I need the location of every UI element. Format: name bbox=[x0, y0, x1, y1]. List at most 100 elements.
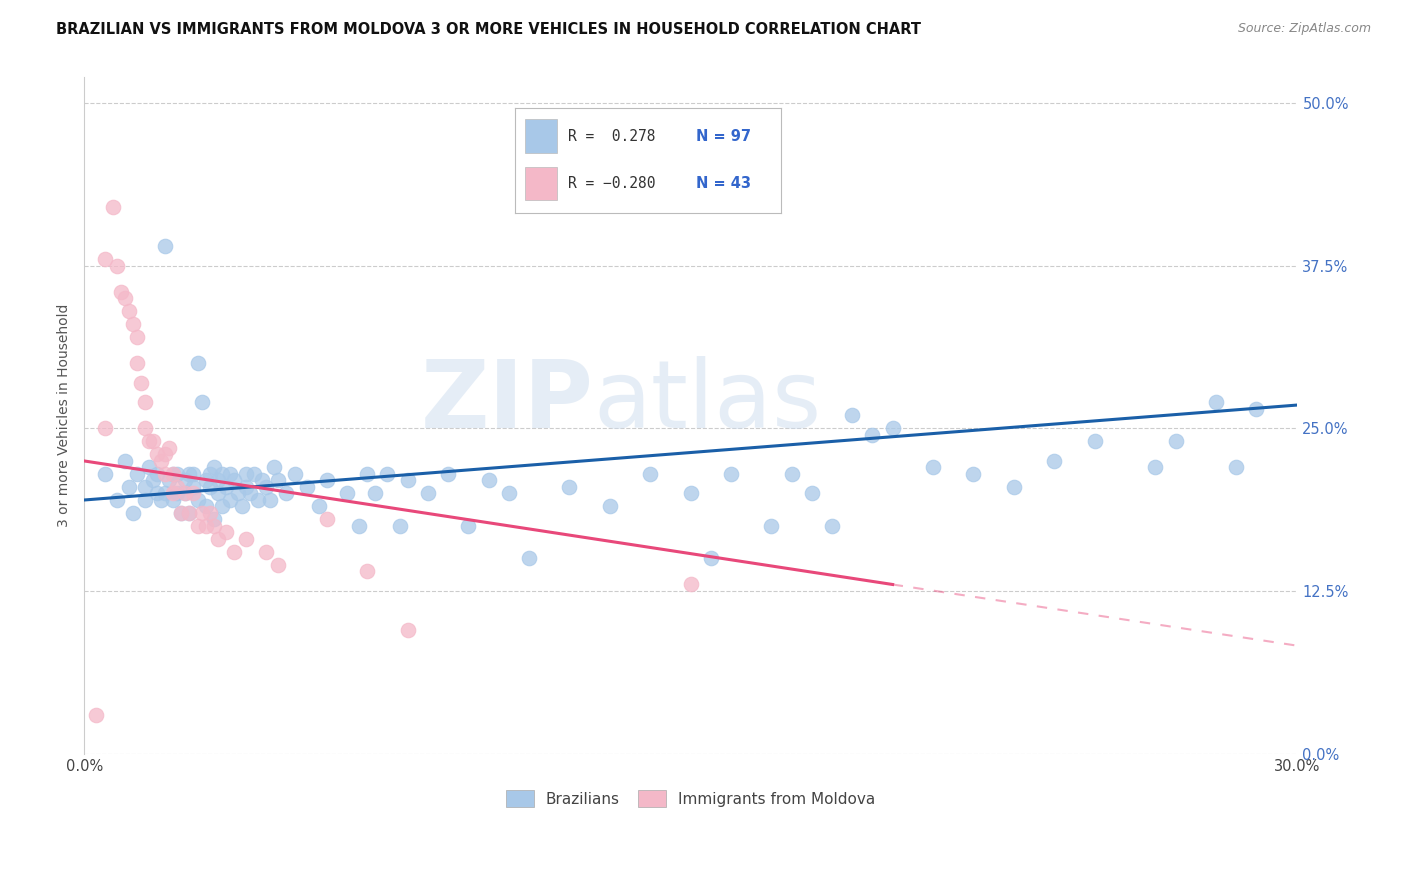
Point bbox=[198, 506, 221, 520]
Point bbox=[114, 454, 136, 468]
Point bbox=[186, 519, 208, 533]
Point bbox=[558, 480, 581, 494]
Text: Source: ZipAtlas.com: Source: ZipAtlas.com bbox=[1237, 22, 1371, 36]
Point bbox=[125, 330, 148, 344]
Point bbox=[388, 519, 411, 533]
Point bbox=[134, 493, 156, 508]
Point bbox=[202, 512, 225, 526]
Point bbox=[243, 467, 266, 481]
Point bbox=[211, 500, 233, 514]
Point bbox=[477, 474, 499, 488]
Point bbox=[679, 486, 702, 500]
Point bbox=[821, 519, 844, 533]
Point bbox=[166, 486, 188, 500]
Point bbox=[215, 480, 238, 494]
Text: ZIP: ZIP bbox=[420, 356, 593, 448]
Point bbox=[235, 467, 257, 481]
Point bbox=[1246, 401, 1268, 416]
Point bbox=[377, 467, 399, 481]
Point bbox=[179, 506, 201, 520]
Point bbox=[129, 376, 152, 390]
Point bbox=[146, 486, 169, 500]
Point bbox=[194, 500, 217, 514]
Point bbox=[247, 493, 270, 508]
Point bbox=[215, 525, 238, 540]
Point bbox=[146, 467, 169, 481]
Point bbox=[186, 493, 208, 508]
Point bbox=[166, 480, 188, 494]
Point bbox=[174, 474, 197, 488]
Point bbox=[1002, 480, 1025, 494]
Point bbox=[356, 467, 378, 481]
Point bbox=[134, 480, 156, 494]
Point bbox=[207, 474, 229, 488]
Point bbox=[150, 454, 173, 468]
Point bbox=[183, 486, 205, 500]
Point bbox=[1084, 434, 1107, 449]
Text: atlas: atlas bbox=[593, 356, 823, 448]
Point bbox=[170, 506, 193, 520]
Point bbox=[122, 318, 145, 332]
Point bbox=[146, 448, 169, 462]
Point bbox=[517, 551, 540, 566]
Point bbox=[700, 551, 723, 566]
Point bbox=[1043, 454, 1066, 468]
Point bbox=[295, 480, 318, 494]
Point bbox=[222, 474, 245, 488]
Point bbox=[125, 356, 148, 370]
Point bbox=[153, 448, 176, 462]
Point bbox=[122, 506, 145, 520]
Point bbox=[457, 519, 479, 533]
Point bbox=[207, 486, 229, 500]
Point bbox=[190, 395, 212, 409]
Point bbox=[202, 519, 225, 533]
Point bbox=[211, 467, 233, 481]
Point bbox=[1225, 460, 1247, 475]
Point bbox=[162, 467, 184, 481]
Point bbox=[347, 519, 370, 533]
Point bbox=[194, 474, 217, 488]
Point bbox=[259, 493, 281, 508]
Point bbox=[157, 441, 180, 455]
Point bbox=[218, 467, 240, 481]
Point bbox=[179, 467, 201, 481]
Point bbox=[142, 434, 165, 449]
Point bbox=[125, 467, 148, 481]
Point bbox=[118, 304, 141, 318]
Point bbox=[1144, 460, 1167, 475]
Point bbox=[226, 486, 249, 500]
Point bbox=[174, 486, 197, 500]
Point bbox=[761, 519, 783, 533]
Point bbox=[218, 493, 240, 508]
Point bbox=[315, 474, 337, 488]
Point bbox=[231, 500, 253, 514]
Point bbox=[780, 467, 803, 481]
Point bbox=[222, 545, 245, 559]
Point bbox=[186, 356, 208, 370]
Point bbox=[198, 467, 221, 481]
Point bbox=[166, 467, 188, 481]
Point bbox=[396, 474, 419, 488]
Point bbox=[183, 467, 205, 481]
Point bbox=[150, 493, 173, 508]
Point bbox=[153, 486, 176, 500]
Point bbox=[498, 486, 520, 500]
Point bbox=[267, 558, 290, 572]
Point bbox=[336, 486, 359, 500]
Point bbox=[276, 486, 298, 500]
Point bbox=[254, 545, 277, 559]
Point bbox=[263, 460, 285, 475]
Point bbox=[862, 428, 884, 442]
Point bbox=[93, 421, 115, 435]
Point bbox=[202, 460, 225, 475]
Point bbox=[138, 434, 160, 449]
Point bbox=[170, 506, 193, 520]
Point bbox=[194, 519, 217, 533]
Point bbox=[174, 486, 197, 500]
Y-axis label: 3 or more Vehicles in Household: 3 or more Vehicles in Household bbox=[58, 304, 72, 527]
Point bbox=[179, 506, 201, 520]
Point bbox=[356, 565, 378, 579]
Point bbox=[101, 201, 124, 215]
Point bbox=[162, 493, 184, 508]
Point bbox=[207, 532, 229, 546]
